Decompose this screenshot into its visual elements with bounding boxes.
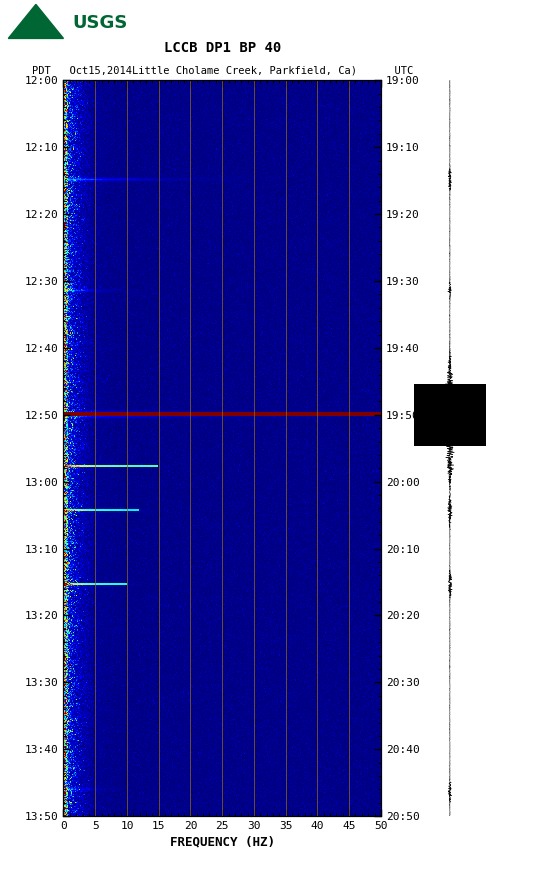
X-axis label: FREQUENCY (HZ): FREQUENCY (HZ) bbox=[169, 835, 275, 848]
Text: PDT   Oct15,2014Little Cholame Creek, Parkfield, Ca)      UTC: PDT Oct15,2014Little Cholame Creek, Park… bbox=[31, 66, 413, 76]
Bar bbox=[414, 384, 486, 446]
Text: LCCB DP1 BP 40: LCCB DP1 BP 40 bbox=[163, 41, 281, 55]
Text: USGS: USGS bbox=[73, 13, 128, 31]
Polygon shape bbox=[8, 4, 63, 38]
